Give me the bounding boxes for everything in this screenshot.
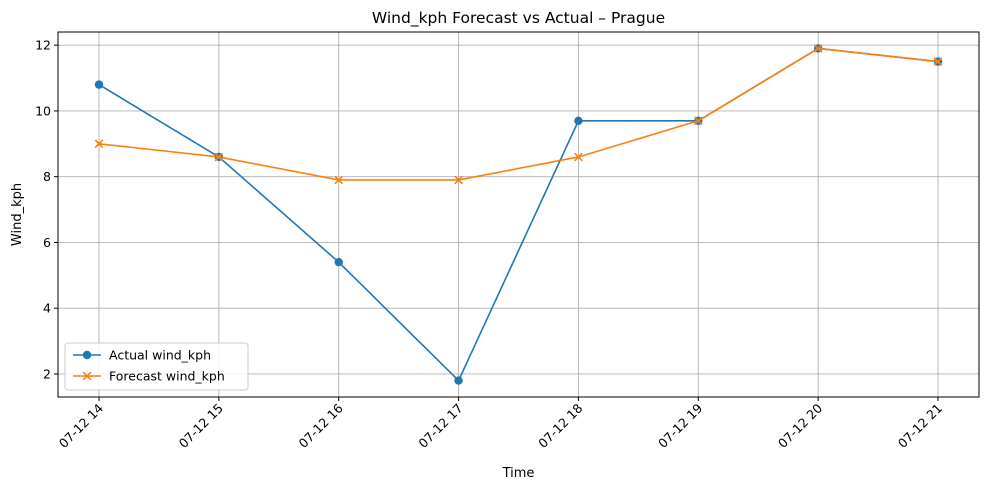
data-point xyxy=(334,257,343,267)
y-tick-label: 4 xyxy=(43,301,51,316)
y-tick-label: 6 xyxy=(43,235,51,250)
data-point xyxy=(574,152,583,162)
data-point xyxy=(693,116,703,126)
data-point xyxy=(454,376,463,385)
data-point xyxy=(334,175,344,185)
y-tick-label: 8 xyxy=(43,169,51,184)
legend-marker xyxy=(82,350,92,360)
data-point xyxy=(933,57,943,66)
legend-item: Actual wind_kph xyxy=(73,348,211,363)
legend-box xyxy=(64,342,249,391)
data-point xyxy=(94,80,104,89)
y-tick-label: 12 xyxy=(35,38,51,53)
series-2 xyxy=(94,44,943,185)
data-point xyxy=(94,139,104,149)
data-point xyxy=(813,44,823,53)
legend-item: Forecast wind_kph xyxy=(73,369,225,384)
legend: Actual wind_kph Forecast wind_kph xyxy=(64,342,249,391)
series-line xyxy=(98,47,939,181)
legend-label: Actual wind_kph xyxy=(109,348,211,363)
grid xyxy=(58,32,979,397)
chart-title: Wind_kph Forecast vs Actual – Prague xyxy=(372,9,665,28)
data-point xyxy=(574,116,583,125)
plot-frame xyxy=(57,31,980,398)
series-layer xyxy=(94,44,943,385)
y-tick-label: 2 xyxy=(43,366,51,381)
y-tick-label: 10 xyxy=(35,103,51,118)
data-point xyxy=(214,152,224,162)
y-axis-title: Wind_kph xyxy=(10,183,25,246)
data-point xyxy=(454,175,463,185)
x-axis-title: Time xyxy=(502,466,535,481)
legend-marker xyxy=(82,371,92,381)
legend-label: Forecast wind_kph xyxy=(109,369,225,384)
